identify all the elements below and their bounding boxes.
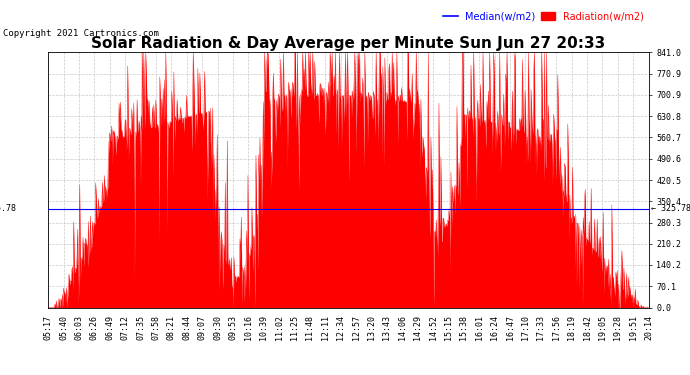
Legend: Median(w/m2), Radiation(w/m2): Median(w/m2), Radiation(w/m2) — [443, 12, 644, 21]
Text: ← 325.78: ← 325.78 — [651, 204, 690, 213]
Text: ← 325.78: ← 325.78 — [0, 204, 16, 213]
Text: Copyright 2021 Cartronics.com: Copyright 2021 Cartronics.com — [3, 28, 159, 38]
Title: Solar Radiation & Day Average per Minute Sun Jun 27 20:33: Solar Radiation & Day Average per Minute… — [91, 36, 606, 51]
